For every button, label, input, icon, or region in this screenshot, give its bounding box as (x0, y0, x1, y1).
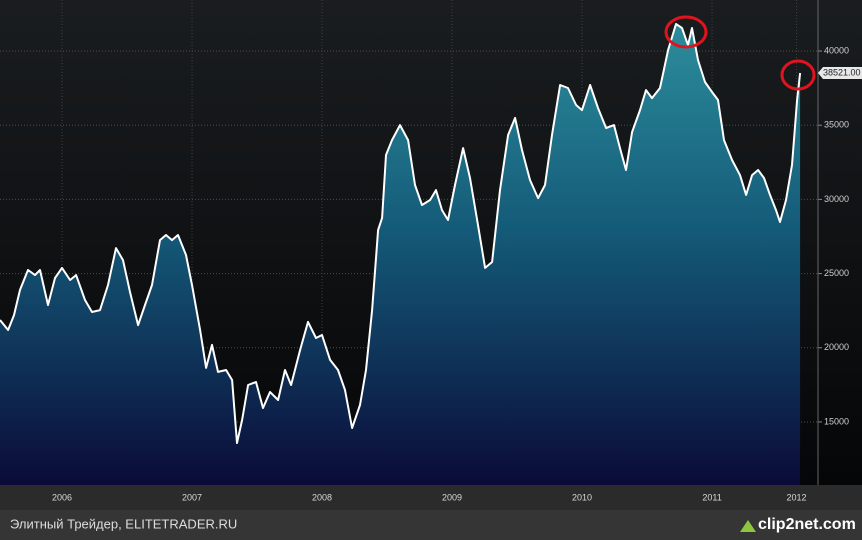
area-fill (0, 24, 801, 485)
highlight-circle (780, 59, 816, 91)
y-tick-label: 25000 (824, 268, 849, 278)
y-tick-label: 15000 (824, 416, 849, 426)
x-tick-label: 2009 (442, 492, 462, 502)
x-tick-label: 2008 (312, 492, 332, 502)
y-tick-label: 30000 (824, 194, 849, 204)
footer-logo: clip2net.com (758, 516, 856, 533)
footer-bar (0, 510, 862, 540)
x-tick-label: 2012 (787, 492, 807, 502)
last-value-box (818, 66, 862, 79)
price-line (0, 23, 802, 444)
x-tick-label: 2007 (182, 492, 202, 502)
x-tick-label: 2006 (52, 492, 72, 502)
x-tick-label: 2011 (702, 492, 721, 502)
plot (0, 23, 802, 485)
last-value-label: 38521.00 (823, 67, 861, 77)
y-tick-label: 35000 (824, 120, 849, 130)
axes: 15000 20000 25000 30000 35000 40000 2006 2007 20… (52, 0, 862, 502)
y-tick-label: 20000 (824, 342, 849, 352)
y-tick-label: 40000 (824, 45, 849, 55)
highlight-circle (664, 15, 708, 49)
logo-icon (740, 520, 756, 532)
x-tick-label: 2010 (572, 492, 592, 502)
footer-source: Элитный Трейдер, ELITETRADER.RU (10, 516, 237, 531)
x-axis-band (0, 485, 862, 510)
